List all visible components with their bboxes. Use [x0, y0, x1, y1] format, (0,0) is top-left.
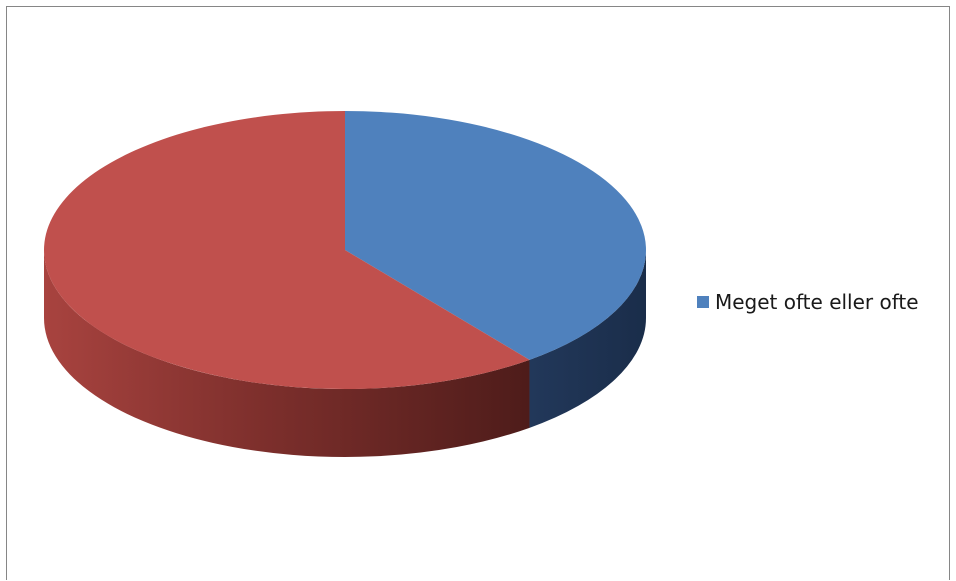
pie-chart	[44, 111, 647, 458]
pie-tops	[44, 111, 647, 389]
pie-side-1	[44, 250, 530, 458]
pie-sides	[44, 250, 646, 458]
pie-slice-0	[345, 111, 647, 360]
chart-area: Meget ofte eller ofte	[6, 6, 950, 580]
legend-label-meget-ofte: Meget ofte eller ofte	[715, 290, 919, 314]
legend-swatch-meget-ofte	[697, 296, 709, 308]
pie-side-0	[529, 250, 646, 428]
pie-slice-1	[44, 111, 530, 389]
legend: Meget ofte eller ofte	[697, 290, 919, 314]
